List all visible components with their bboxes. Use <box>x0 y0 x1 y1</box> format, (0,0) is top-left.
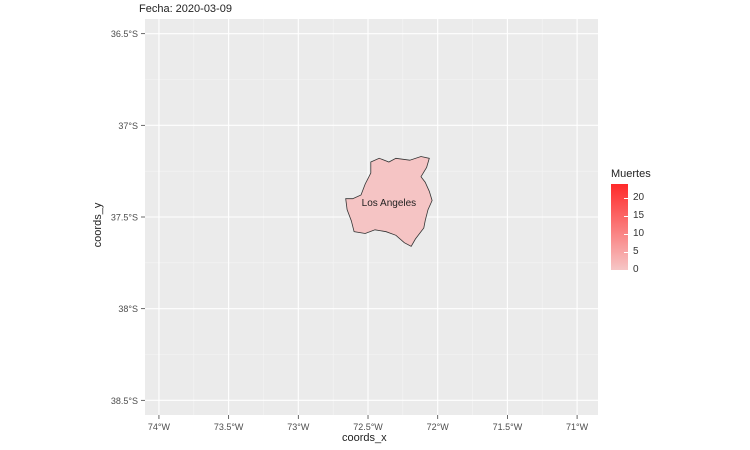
legend-colorbar <box>611 184 628 270</box>
region-label: Los Angeles <box>362 198 417 209</box>
regions-layer: Los Angeles <box>345 156 433 247</box>
x-tick-label: 72.5°W <box>353 422 383 432</box>
y-tick-label: 37°S <box>118 121 138 131</box>
x-tick-label: 74°W <box>148 422 171 432</box>
x-axis-label: coords_x <box>342 432 387 444</box>
x-tick-label: 73.5°W <box>214 422 244 432</box>
x-tick-label: 72°W <box>427 422 450 432</box>
y-tick-label: 37.5°S <box>111 213 138 223</box>
legend-break-label: 10 <box>633 228 645 240</box>
y-tick-label: 36.5°S <box>111 29 138 39</box>
legend-title: Muertes <box>611 168 651 180</box>
x-tick-label: 71°W <box>566 422 589 432</box>
y-tick-label: 38.5°S <box>111 396 138 406</box>
x-axis: 74°W 73.5°W 73°W 72.5°W 72°W 71.5°W 71°W <box>148 415 589 432</box>
x-tick-label: 73°W <box>287 422 310 432</box>
y-axis-label: coords_y <box>92 202 104 248</box>
legend-tick <box>624 216 628 218</box>
legend-break-label: 20 <box>633 192 645 204</box>
legend-break-label: 5 <box>633 246 639 258</box>
y-tick-label: 38°S <box>118 304 138 314</box>
legend-break-label: 0 <box>633 264 639 275</box>
y-axis: 36.5°S 37°S 37.5°S 38°S 38.5°S <box>111 29 145 406</box>
legend-break-label: 15 <box>633 210 645 222</box>
legend-tick <box>624 270 628 271</box>
region-polygon <box>345 156 433 247</box>
x-tick-label: 71.5°W <box>493 422 523 432</box>
legend-tick <box>624 198 628 200</box>
legend-tick <box>624 252 628 254</box>
legend-tick <box>624 234 628 236</box>
plot-title: Fecha: 2020-03-09 <box>139 3 232 15</box>
